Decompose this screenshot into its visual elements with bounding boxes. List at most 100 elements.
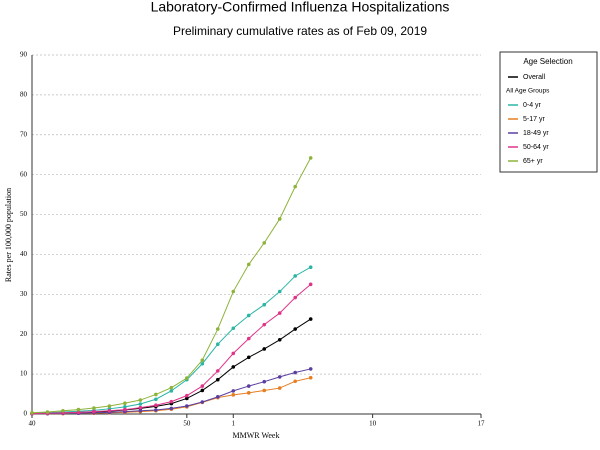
y-tick-label: 10: [20, 370, 28, 378]
data-point: [185, 376, 189, 380]
y-tick-label: 80: [20, 90, 28, 98]
data-point: [76, 410, 81, 415]
data-point: [277, 217, 282, 221]
data-point: [123, 405, 127, 409]
chart-subtitle: Preliminary cumulative rates as of Feb 0…: [173, 24, 427, 38]
x-tick-label: 1: [232, 420, 236, 428]
data-point: [200, 384, 205, 388]
data-point: [231, 393, 236, 397]
data-point: [200, 400, 205, 404]
data-point: [262, 241, 267, 245]
data-point: [169, 389, 174, 393]
data-point: [154, 397, 158, 402]
data-point: [215, 377, 220, 382]
series-line: [31, 318, 311, 415]
series-line: [31, 283, 312, 415]
y-tick-label: 30: [20, 290, 28, 298]
data-point: [277, 386, 282, 390]
y-tick-label: 70: [20, 130, 28, 138]
data-point: [277, 311, 282, 315]
data-point: [246, 336, 251, 341]
data-point: [61, 409, 65, 413]
y-tick-label: 20: [20, 330, 28, 338]
data-point: [231, 365, 236, 369]
y-tick-label: 0: [24, 410, 28, 418]
data-point: [169, 385, 174, 390]
data-point: [200, 358, 205, 362]
data-point: [185, 393, 189, 398]
x-tick-label: 10: [369, 420, 377, 428]
data-point: [169, 406, 174, 411]
data-point: [215, 395, 220, 399]
data-point: [308, 375, 313, 380]
x-tick-label: 50: [183, 420, 191, 428]
data-point: [293, 295, 298, 300]
legend-label: 18-49 yr: [523, 130, 549, 137]
data-point: [293, 370, 298, 375]
data-point: [231, 289, 236, 294]
data-point: [185, 396, 189, 401]
legend-box: [499, 51, 598, 173]
data-point: [262, 347, 267, 351]
y-tick-label: 90: [20, 51, 28, 59]
data-point: [246, 262, 251, 267]
data-point: [215, 369, 220, 373]
data-point: [200, 388, 205, 393]
data-point: [107, 404, 112, 408]
series-line: [31, 157, 312, 414]
data-point: [138, 402, 143, 406]
data-point: [123, 401, 127, 406]
data-point: [231, 389, 236, 393]
data-point: [262, 388, 267, 393]
data-point: [154, 392, 158, 397]
data-point: [262, 322, 267, 327]
data-point: [246, 384, 251, 388]
data-point: [107, 409, 112, 413]
data-point: [293, 379, 298, 384]
data-point: [215, 327, 220, 331]
data-point: [308, 282, 313, 287]
legend-label: 5-17 yr: [523, 116, 545, 123]
data-point: [92, 409, 96, 414]
y-tick-label: 50: [20, 210, 28, 218]
legend-label: Overall: [523, 74, 546, 81]
data-point: [138, 405, 143, 410]
data-point: [293, 184, 298, 189]
data-point: [246, 313, 251, 318]
data-point: [277, 289, 282, 294]
data-point: [154, 408, 158, 412]
data-point: [123, 407, 127, 412]
data-point: [308, 367, 313, 371]
x-axis-label: MMWR Week: [233, 431, 280, 440]
data-point: [76, 407, 81, 412]
data-point: [293, 274, 298, 278]
chart-title: Laboratory-Confirmed Influenza Hospitali…: [151, 0, 450, 15]
data-point: [246, 355, 251, 360]
x-tick-label: 40: [29, 420, 37, 428]
legend-label: 50-64 yr: [523, 144, 549, 151]
data-point: [308, 265, 313, 270]
data-point: [231, 326, 236, 331]
y-tick-label: 60: [20, 170, 28, 178]
data-point: [277, 375, 282, 379]
data-point: [262, 302, 267, 307]
legend-label: 65+ yr: [523, 158, 543, 165]
data-point: [138, 409, 143, 413]
data-point: [200, 361, 205, 366]
legend-title: Age Selection: [523, 57, 572, 66]
data-point: [92, 406, 96, 410]
data-point: [293, 327, 298, 331]
data-point: [185, 404, 189, 408]
data-point: [231, 351, 236, 356]
data-point: [154, 403, 158, 408]
data-point: [45, 410, 50, 414]
legend-subheading: All Age Groups: [506, 88, 550, 95]
data-point: [262, 379, 267, 384]
data-point: [215, 342, 220, 346]
data-point: [277, 338, 282, 342]
y-axis-label: Rates per 100,000 population: [4, 188, 13, 282]
data-point: [308, 156, 313, 160]
x-tick-label: 17: [478, 420, 486, 428]
data-point: [138, 398, 143, 402]
